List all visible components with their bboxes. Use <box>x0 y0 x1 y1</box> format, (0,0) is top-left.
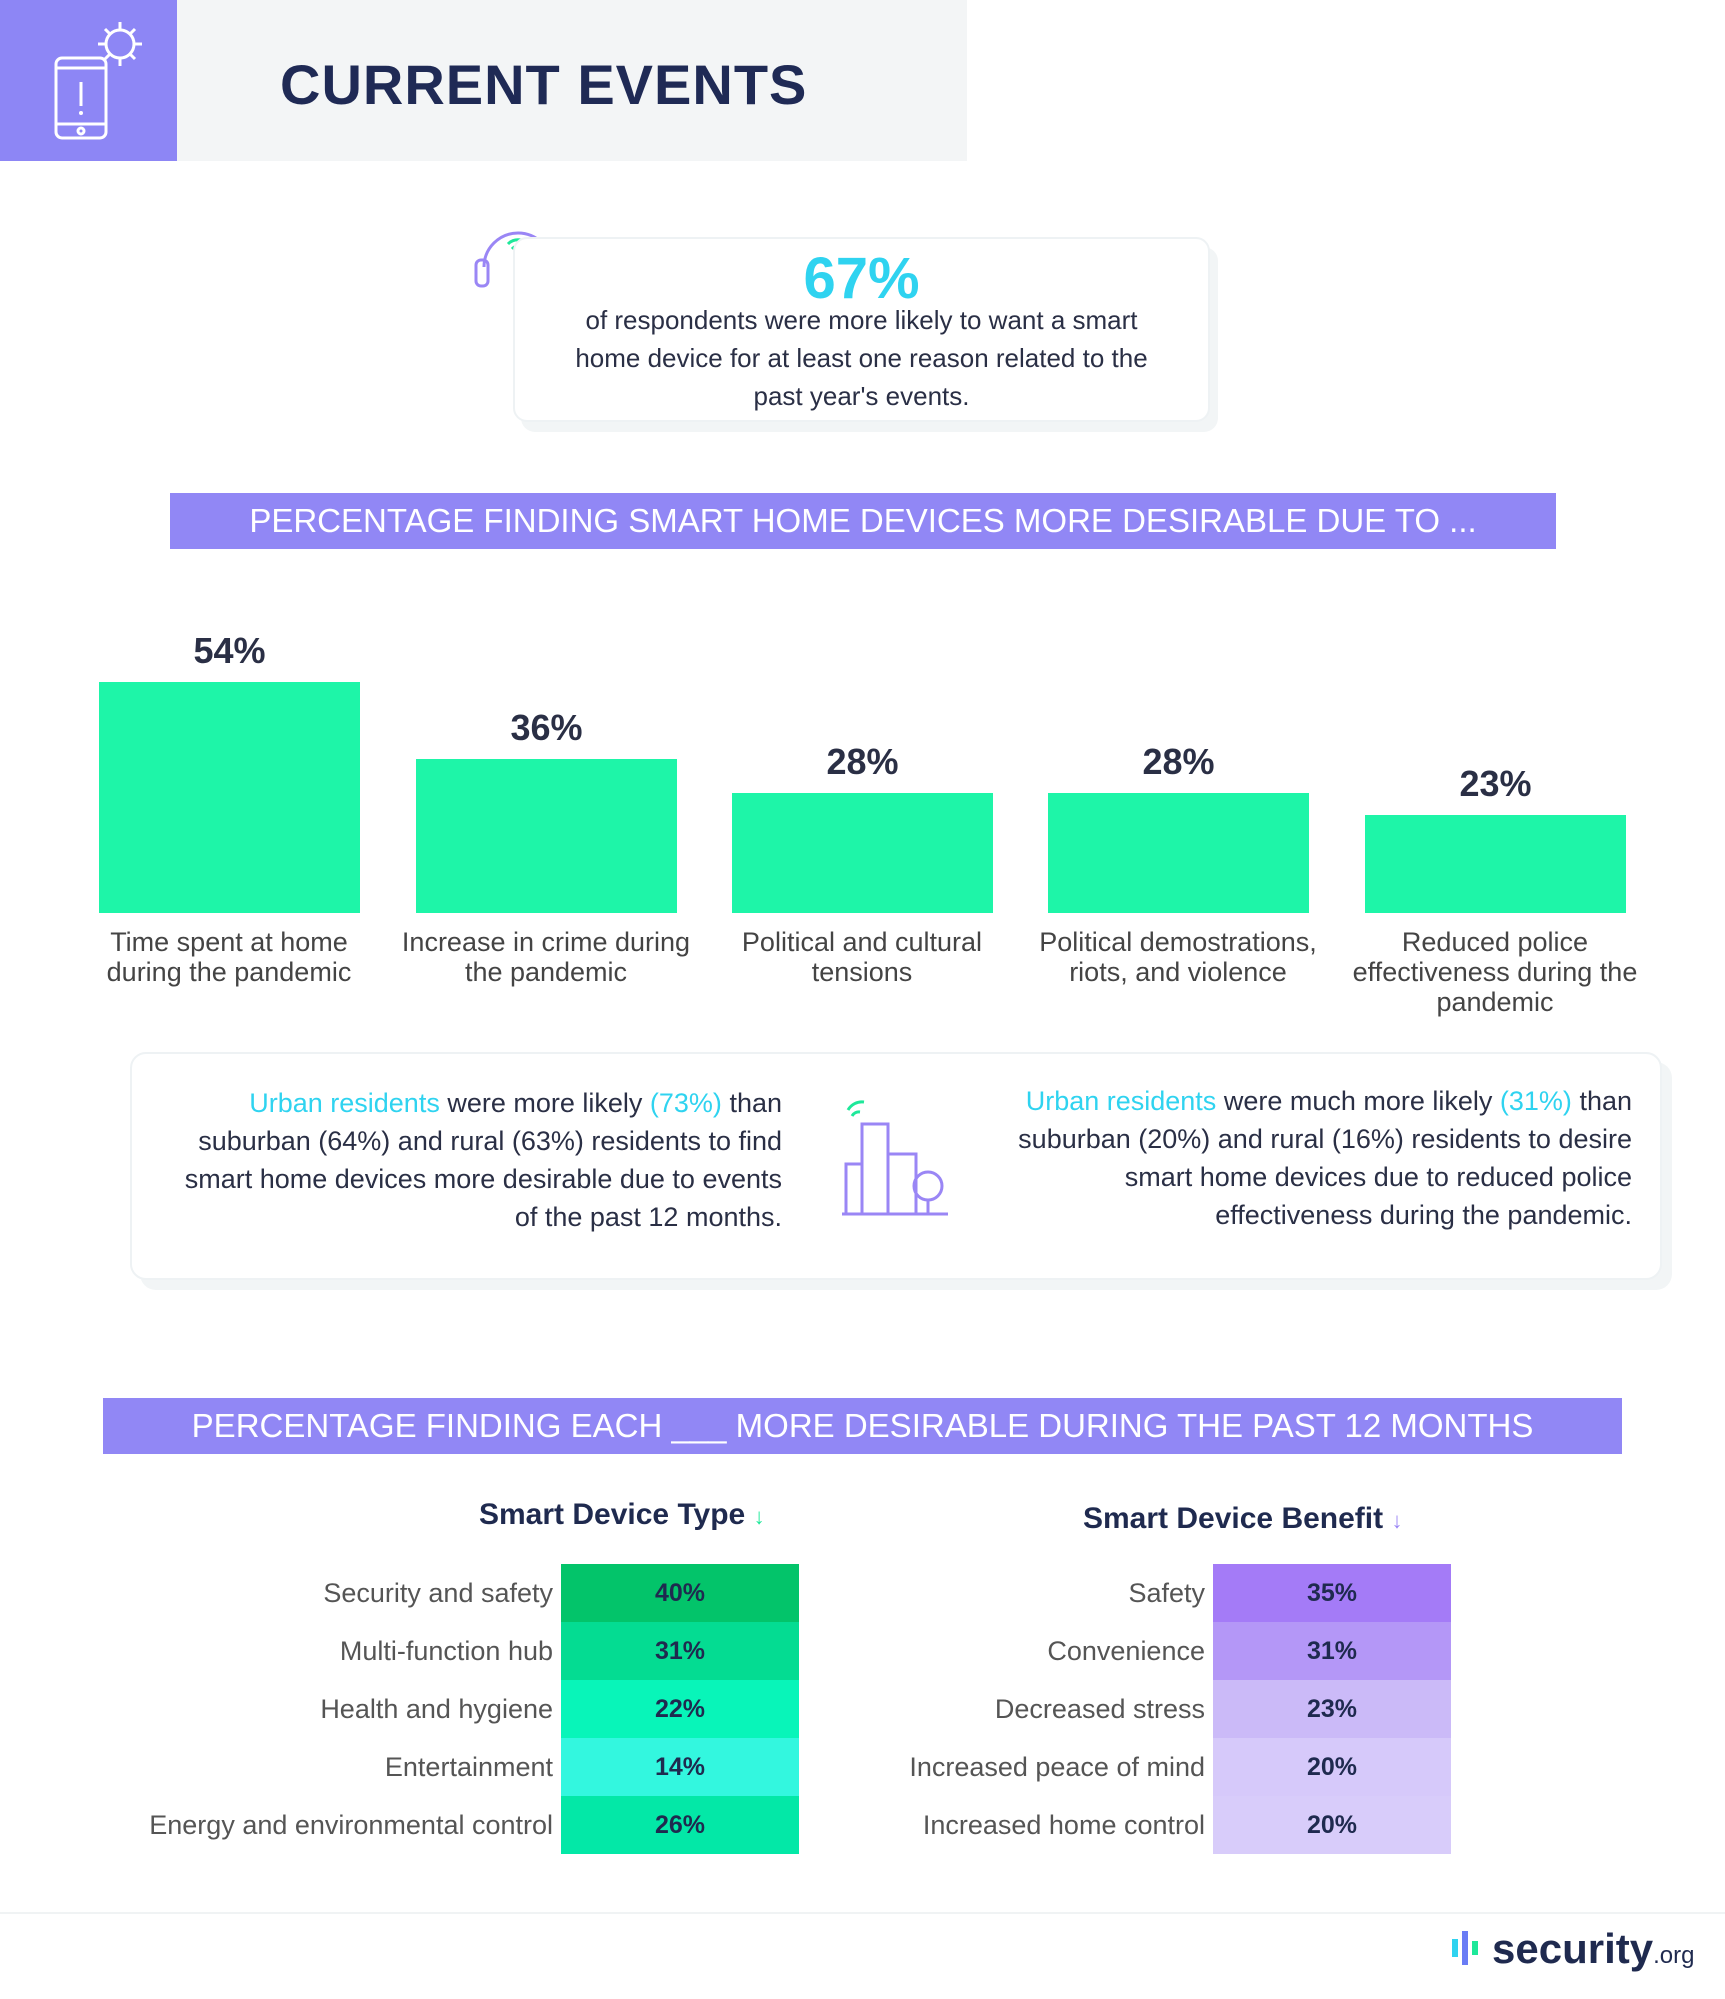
arrow-down-icon: ↓ <box>1391 1508 1403 1533</box>
category-label: Reduced police effectiveness during the … <box>1352 927 1638 1017</box>
row-value-cell: 35% <box>1213 1564 1451 1622</box>
row-value-cell: 22% <box>561 1680 799 1738</box>
urban-insight-box: Urban residents were more likely (73%) t… <box>130 1052 1662 1280</box>
phone-alert-virus-icon <box>0 0 177 161</box>
row-label: Convenience <box>1047 1636 1205 1666</box>
stat-value: 67% <box>803 246 920 311</box>
footer-divider <box>0 1912 1725 1914</box>
row-value-cell: 20% <box>1213 1796 1451 1854</box>
category-label: Political demostrations, riots, and viol… <box>1039 927 1317 987</box>
table-title-text: Smart Device Benefit <box>1083 1502 1384 1535</box>
bar <box>416 758 677 913</box>
row-label: Multi-function hub <box>339 1636 553 1666</box>
bar <box>1048 793 1309 913</box>
category-label: Political and cultural tensions <box>741 927 983 987</box>
highlight: Urban residents <box>249 1088 440 1118</box>
stat-callout: 67% of respondents were more likely to w… <box>513 237 1210 422</box>
logo-suffix: .org <box>1653 1942 1695 1969</box>
city-buildings-icon <box>842 1094 952 1229</box>
highlight: Urban residents <box>1025 1086 1217 1116</box>
bar <box>1365 814 1626 913</box>
logo-bars-icon <box>1450 1927 1486 1977</box>
row-label: Increased home control <box>922 1810 1205 1840</box>
row-label: Increased peace of mind <box>909 1752 1205 1782</box>
text: were much more likely <box>1216 1086 1500 1116</box>
pct: (73%) <box>649 1088 722 1118</box>
logo-text: security <box>1492 1925 1654 1972</box>
table-title-text: Smart Device Type <box>479 1498 746 1531</box>
pct: (31%) <box>1499 1086 1572 1116</box>
table-title: Smart Device Type ↓ <box>479 1498 765 1532</box>
row-label: Energy and environmental control <box>149 1810 553 1840</box>
header-background <box>177 0 967 161</box>
bar-value-label: 54% <box>193 629 266 671</box>
arrow-down-icon: ↓ <box>753 1504 765 1529</box>
bar <box>99 681 360 913</box>
text: were more likely <box>439 1088 650 1118</box>
urban-right-text: Urban residents were much more likely (3… <box>1017 1082 1632 1234</box>
category-label: Increase in crime during the pandemic <box>401 927 691 987</box>
row-value-cell: 31% <box>1213 1622 1451 1680</box>
security-org-logo: security.org <box>1450 1925 1694 1977</box>
row-label: Entertainment <box>384 1752 553 1782</box>
section-banner: PERCENTAGE FINDING EACH ___ MORE DESIRAB… <box>103 1398 1622 1454</box>
bar-value-label: 28% <box>826 741 899 783</box>
bar-value-label: 28% <box>1142 741 1215 783</box>
row-value-cell: 20% <box>1213 1738 1451 1796</box>
bar <box>732 793 993 913</box>
category-label: Time spent at home during the pandemic <box>106 927 352 987</box>
row-label: Health and hygiene <box>320 1694 553 1724</box>
page-title: CURRENT EVENTS <box>280 53 808 116</box>
table-title: Smart Device Benefit ↓ <box>1083 1502 1402 1536</box>
row-label: Safety <box>1128 1578 1205 1608</box>
section-banner: PERCENTAGE FINDING SMART HOME DEVICES MO… <box>170 493 1556 549</box>
row-value-cell: 31% <box>561 1622 799 1680</box>
row-value-cell: 40% <box>561 1564 799 1622</box>
text: than suburban (20%) and rural (16%) resi… <box>1018 1086 1632 1230</box>
stat-description: of respondents were more likely to want … <box>575 305 1148 411</box>
row-label: Decreased stress <box>994 1694 1205 1724</box>
text: than suburban (64%) and rural (63%) resi… <box>184 1088 782 1232</box>
row-value-cell: 14% <box>561 1738 799 1796</box>
bar-value-label: 36% <box>510 706 583 748</box>
row-value-cell: 23% <box>1213 1680 1451 1738</box>
urban-left-text: Urban residents were more likely (73%) t… <box>172 1084 782 1236</box>
row-value-cell: 26% <box>561 1796 799 1854</box>
bar-value-label: 23% <box>1459 762 1532 804</box>
row-label: Security and safety <box>323 1578 553 1608</box>
